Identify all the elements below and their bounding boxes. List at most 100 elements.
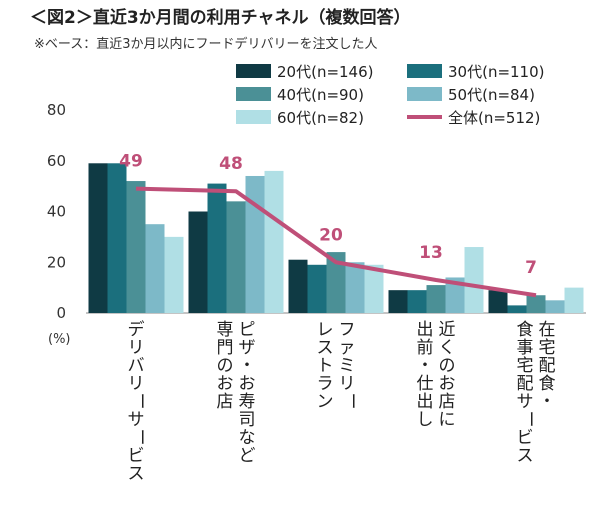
category-char: 在 — [539, 320, 556, 340]
category-char: ど — [239, 446, 256, 466]
category-char: ス — [128, 464, 145, 484]
category-char: ・ — [239, 356, 256, 376]
category-char: 配 — [517, 374, 534, 394]
bar — [226, 201, 246, 313]
legend-swatch — [407, 64, 442, 78]
bar — [526, 295, 546, 313]
category-char: ピ — [239, 320, 256, 340]
legend-label: 60代(n=82) — [277, 109, 364, 127]
category-char: ミ — [339, 356, 356, 376]
category-char: リ — [339, 374, 356, 394]
category-char: 出 — [417, 392, 434, 412]
category-char: ビ — [128, 446, 145, 466]
category-char: 宅 — [539, 338, 556, 358]
y-tick-label: 20 — [47, 253, 66, 271]
category-char: 店 — [439, 392, 456, 412]
category-char: お — [239, 374, 256, 394]
category-char: ザ — [239, 338, 256, 358]
category-char: フ — [339, 320, 356, 340]
bar — [207, 183, 227, 313]
total-data-label: 48 — [219, 154, 243, 174]
legend-swatch — [236, 64, 271, 78]
legend-swatch — [236, 87, 271, 101]
category-char: の — [439, 356, 456, 376]
category-char: ・ — [417, 356, 434, 376]
category-char: リ — [128, 374, 145, 394]
category-char: 寿 — [239, 392, 256, 412]
category-char: 配 — [539, 356, 556, 376]
category-char: サ — [517, 392, 534, 412]
category-char: ー — [131, 429, 151, 446]
bar — [345, 262, 365, 313]
category-char: 専 — [217, 320, 234, 340]
category-char: お — [217, 374, 234, 394]
category-char: ー — [131, 393, 151, 410]
total-series: 49 48 20 13 7 — [119, 152, 537, 298]
bar — [188, 211, 208, 313]
chart-title: ＜図2＞直近3か月間の利用チャネル（複数回答） — [30, 7, 411, 28]
bar — [564, 287, 584, 313]
legend-label: 30代(n=110) — [448, 63, 545, 81]
category-char: 仕 — [417, 374, 434, 394]
bars — [88, 163, 584, 313]
category-char: 近 — [439, 320, 456, 340]
y-tick-label: 80 — [47, 101, 66, 119]
bar — [388, 290, 408, 313]
total-data-label: 13 — [419, 243, 443, 263]
category-char: 食 — [539, 374, 556, 394]
legend-label: 20代(n=146) — [277, 63, 374, 81]
bar — [426, 285, 446, 313]
y-tick-label: 60 — [47, 152, 66, 170]
bar — [445, 277, 465, 313]
category-char: サ — [128, 410, 145, 430]
category-label: 出前・仕出し — [417, 320, 434, 430]
bar — [407, 290, 427, 313]
category-char: 宅 — [517, 356, 534, 376]
bar — [264, 170, 284, 313]
category-char: に — [439, 410, 456, 430]
category-char: ビ — [517, 428, 534, 448]
legend: 20代(n=146) 30代(n=110) 40代(n=90) 50代(n=84) 60… — [236, 63, 545, 127]
legend-swatch — [236, 110, 271, 124]
category-char: ァ — [339, 338, 356, 358]
y-tick-label: 40 — [47, 203, 66, 221]
legend-label: 全体(n=512) — [448, 109, 540, 127]
category-char: し — [417, 410, 434, 430]
legend-swatch — [407, 87, 442, 101]
category-char: 出 — [417, 320, 434, 340]
category-char: く — [439, 338, 456, 358]
total-data-label: 7 — [525, 258, 537, 278]
total-line — [135, 186, 537, 298]
category-char: ー — [520, 411, 540, 428]
total-data-label: 49 — [119, 152, 143, 172]
category-char: レ — [317, 320, 334, 340]
bar — [326, 252, 346, 313]
legend-label: 40代(n=90) — [277, 86, 364, 104]
category-char: ラ — [317, 374, 334, 394]
category-char: デ — [128, 319, 145, 340]
category-char: ト — [317, 356, 334, 376]
category-char: ン — [317, 392, 334, 412]
category-char: ー — [342, 393, 362, 410]
category-char: 事 — [517, 338, 534, 358]
bar — [488, 290, 508, 313]
category-char: 食 — [517, 320, 534, 340]
category-char: 店 — [217, 392, 234, 412]
bar — [545, 300, 565, 313]
bar — [88, 163, 108, 313]
bar — [107, 163, 127, 313]
category-char: の — [217, 356, 234, 376]
bar — [464, 247, 484, 313]
bar — [245, 175, 265, 313]
category-char: ス — [517, 446, 534, 466]
bar — [307, 264, 327, 313]
total-data-label: 20 — [319, 225, 343, 245]
category-char: バ — [128, 356, 145, 376]
